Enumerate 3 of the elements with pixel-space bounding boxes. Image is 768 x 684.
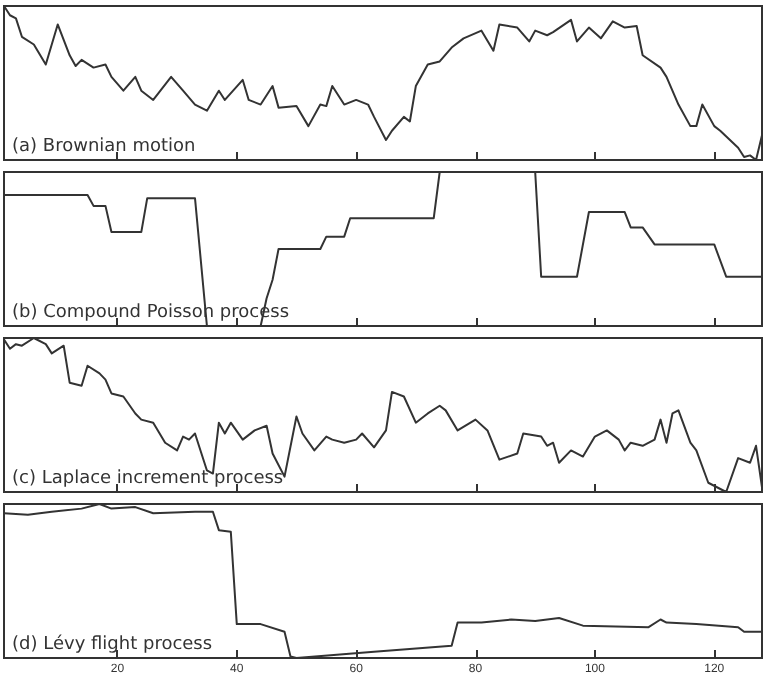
- text: (d) Lévy flight process: [12, 633, 213, 655]
- text: (c) Laplace increment process: [12, 469, 284, 489]
- text: (a) Brownian motion: [12, 137, 196, 157]
